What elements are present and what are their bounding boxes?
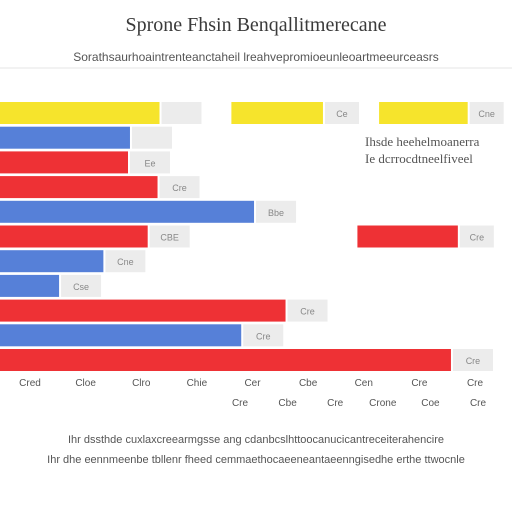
bar bbox=[0, 324, 242, 347]
bar-label: Cre bbox=[300, 307, 315, 317]
bar-label-box bbox=[161, 102, 202, 124]
bar-label: Cne bbox=[478, 109, 495, 119]
chart-title: Sprone Fhsin Benqallitmerecane bbox=[125, 14, 387, 36]
bar-label-box bbox=[459, 225, 494, 248]
x-tick-label: Clro bbox=[132, 378, 151, 389]
bar-label-box bbox=[159, 176, 200, 199]
bar-label: Cre bbox=[172, 183, 187, 193]
bar bbox=[0, 176, 158, 199]
footer-line: Ihr dhe eennmeenbe tbllenr fheed cemmaet… bbox=[47, 454, 465, 466]
bar-label-box bbox=[452, 349, 493, 371]
bar bbox=[0, 200, 255, 223]
bar-label: Ee bbox=[144, 158, 155, 168]
bar-label: Cre bbox=[466, 356, 481, 366]
bar bbox=[0, 102, 160, 124]
bar-label-box bbox=[469, 102, 504, 124]
bar-label-box bbox=[61, 274, 102, 297]
bar bbox=[0, 151, 128, 174]
bar bbox=[357, 225, 458, 248]
bar-label: Cse bbox=[73, 282, 89, 292]
footer-line: Ihr dssthde cuxlaxcreearmgsse ang cdanbc… bbox=[67, 434, 445, 446]
x-tick-sublabel: Coe bbox=[421, 398, 440, 409]
bar bbox=[0, 349, 451, 371]
bar-label-box bbox=[243, 324, 284, 347]
side-note: Ihsde heehelmoanerra Ie dcrrocdtneelfive… bbox=[365, 133, 510, 167]
bar bbox=[0, 250, 104, 273]
bar-label-box bbox=[256, 200, 297, 223]
chart-footer: Ihr dssthde cuxlaxcreearmgsse ang cdanbc… bbox=[0, 430, 512, 470]
bar-label: Ce bbox=[336, 109, 348, 119]
bar-label: CBE bbox=[160, 233, 179, 243]
bar-label-box bbox=[324, 102, 359, 124]
bar-label: Bbe bbox=[268, 208, 284, 218]
bar-label: Cre bbox=[256, 331, 271, 341]
x-tick-label: Cloe bbox=[75, 378, 96, 389]
bar bbox=[0, 126, 130, 149]
x-tick-sublabel: Cre bbox=[470, 398, 487, 409]
x-tick-sublabel: Cre bbox=[327, 398, 344, 409]
x-tick-sublabel: Cre bbox=[232, 398, 249, 409]
bar-label: Cne bbox=[117, 257, 134, 267]
bar-label-box bbox=[287, 299, 328, 322]
bar-label-box bbox=[105, 250, 146, 273]
bar bbox=[0, 225, 148, 248]
x-tick-label: Cred bbox=[19, 378, 41, 389]
bar bbox=[231, 102, 323, 124]
x-tick-label: Chie bbox=[187, 378, 208, 389]
x-tick-label: Cre bbox=[411, 378, 428, 389]
x-tick-sublabel: Cbe bbox=[278, 398, 297, 409]
bar bbox=[0, 299, 286, 322]
bar-label: Cre bbox=[470, 233, 485, 243]
bar bbox=[379, 102, 468, 124]
x-tick-label: Cbe bbox=[299, 378, 318, 389]
x-tick-label: Cre bbox=[467, 378, 484, 389]
bar-label-box bbox=[131, 126, 172, 149]
bar-label-box bbox=[130, 151, 170, 174]
chart-subtitle: Sorathsaurhoaintrenteanctaheil lreahvepr… bbox=[73, 50, 439, 64]
bar-label-box bbox=[149, 225, 190, 248]
side-note-line: Ihsde heehelmoanerra bbox=[365, 134, 480, 149]
bar bbox=[0, 274, 60, 297]
x-tick-label: Cen bbox=[355, 378, 373, 389]
side-note-line: Ie dcrrocdtneelfiveel bbox=[365, 151, 473, 166]
x-tick-sublabel: Crone bbox=[369, 398, 397, 409]
x-tick-label: Cer bbox=[244, 378, 261, 389]
